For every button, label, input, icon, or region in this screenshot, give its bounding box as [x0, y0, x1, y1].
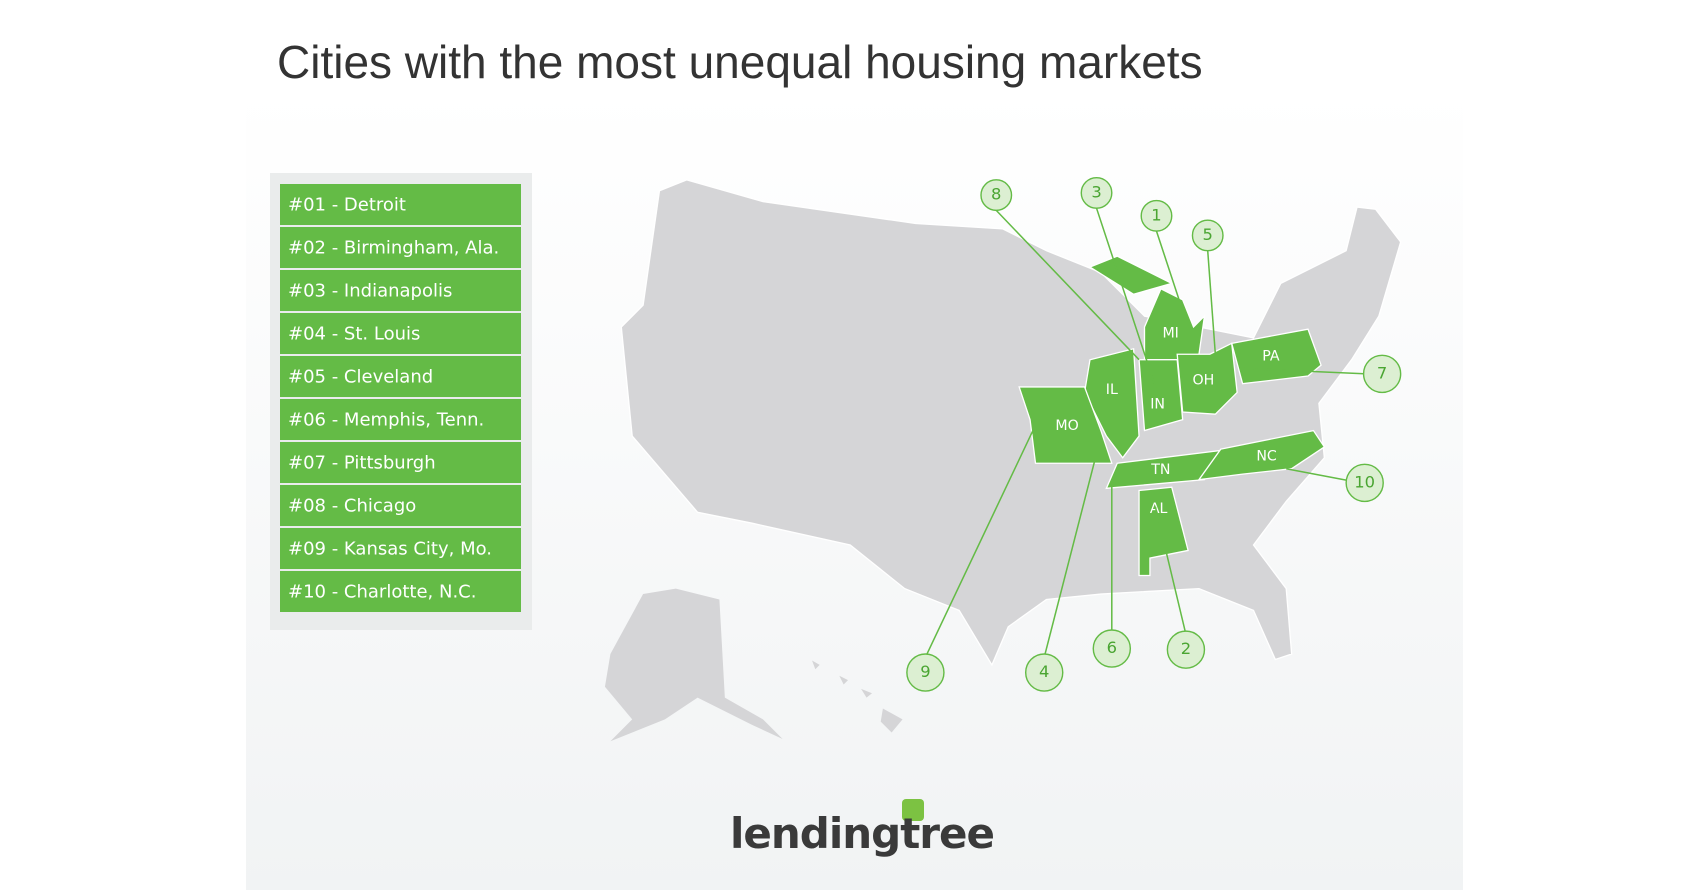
logo-leaf — [902, 799, 924, 821]
leader-line — [1154, 506, 1187, 635]
marker-label: 4 — [1039, 662, 1049, 681]
marker-label: 5 — [1203, 225, 1213, 244]
alaska — [604, 588, 783, 742]
state-shape — [1088, 255, 1174, 296]
leader-line — [1206, 250, 1217, 355]
leader-line — [924, 424, 1037, 658]
marker: 8 — [980, 179, 1013, 212]
ranking-row — [280, 485, 521, 526]
ranking-label: #01 - Detroit — [288, 195, 406, 216]
ranking-label: #06 - Memphis, Tenn. — [288, 410, 484, 431]
ranking-label: #10 - Charlotte, N.C. — [288, 582, 476, 603]
marker-label: 1 — [1151, 205, 1161, 224]
marker-label: 3 — [1091, 182, 1101, 201]
leader-line — [1286, 467, 1350, 482]
marker: 3 — [1080, 176, 1113, 209]
leader-line — [1043, 457, 1097, 658]
marker: 2 — [1166, 630, 1206, 669]
marker: 5 — [1191, 219, 1224, 252]
ranking-label: #04 - St. Louis — [288, 324, 420, 345]
state-shape — [1197, 429, 1326, 481]
state-label: MO — [1055, 418, 1078, 434]
title: Cities with the most unequal housing mar… — [277, 36, 1203, 88]
leader-lines — [924, 207, 1367, 658]
leader-line — [995, 209, 1140, 361]
marker: 10 — [1345, 463, 1384, 503]
ranking-list: #01 - Detroit #02 - Birmingham, Ala. #03 -… — [280, 184, 521, 612]
marker-label: 2 — [1181, 639, 1191, 658]
map: MI IL IN OH PA MO TN NC AL 1 2 3 4 — [604, 176, 1402, 742]
ranking-row — [280, 356, 521, 397]
ranking-label: #03 - Indianapolis — [288, 281, 452, 302]
leader-line — [1095, 207, 1162, 404]
state-label: NC — [1256, 449, 1277, 465]
state-shape — [1230, 328, 1322, 385]
marker-label: 10 — [1354, 472, 1375, 491]
ranking-label: #09 - Kansas City, Mo. — [288, 539, 492, 560]
state-shape — [1138, 486, 1189, 577]
ranking-row — [280, 442, 521, 483]
hawaii — [812, 660, 903, 733]
state-shape — [1018, 386, 1113, 464]
ranking-row — [280, 528, 521, 569]
state-shape — [1138, 359, 1184, 432]
state-label: MI — [1162, 326, 1178, 342]
ranking-row — [280, 571, 521, 612]
marker: 1 — [1140, 199, 1173, 232]
ranking-label: #07 - Pittsburgh — [288, 453, 436, 474]
ranking-label: #08 - Chicago — [288, 496, 416, 517]
marker: 9 — [906, 653, 945, 692]
marker-label: 7 — [1377, 363, 1387, 382]
ranking-label: #02 - Birmingham, Ala. — [288, 238, 499, 259]
marker: 6 — [1092, 629, 1132, 668]
state-label: IN — [1150, 396, 1165, 412]
state-label: AL — [1150, 501, 1168, 517]
highlighted-states — [1018, 255, 1326, 577]
marker-label: 9 — [920, 662, 930, 681]
ranking-row — [280, 184, 521, 225]
state-label: IL — [1106, 382, 1118, 398]
logo: lendingtree — [730, 809, 994, 858]
state-labels: MI IL IN OH PA MO TN NC AL — [1055, 326, 1279, 517]
marker-label: 8 — [991, 185, 1001, 204]
marker: 7 — [1362, 354, 1402, 394]
markers: 1 2 3 4 5 6 7 8 9 10 — [906, 176, 1402, 692]
leader-line — [1155, 230, 1184, 311]
state-shape — [1176, 342, 1238, 415]
leader-line — [1242, 367, 1367, 375]
ranking-row — [280, 270, 521, 311]
ranking-row — [280, 227, 521, 268]
marker: 4 — [1024, 653, 1064, 692]
state-label: TN — [1150, 462, 1170, 478]
ranking-row — [280, 399, 521, 440]
state-label: OH — [1192, 372, 1214, 388]
state-label: PA — [1262, 348, 1280, 364]
ranking-row — [280, 313, 521, 354]
marker-label: 6 — [1107, 638, 1117, 657]
ranking-label: #05 - Cleveland — [288, 367, 433, 388]
